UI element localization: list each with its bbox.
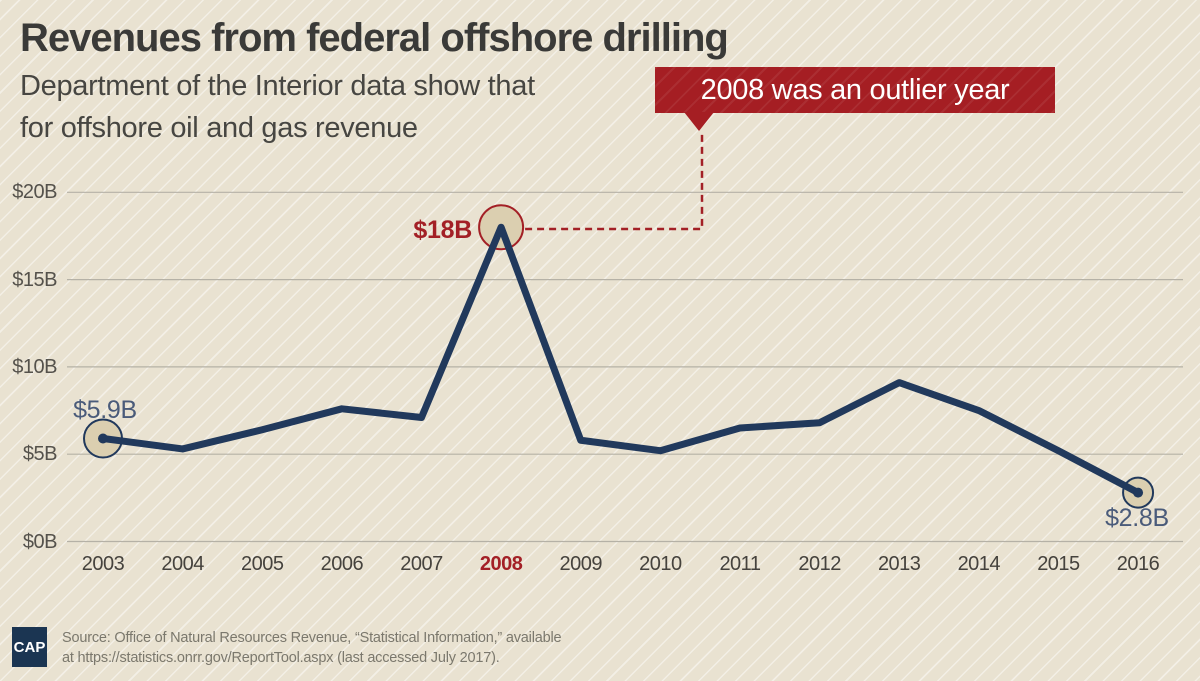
callout-dashed-connector <box>525 131 704 231</box>
x-tick-label-2006: 2006 <box>320 553 364 575</box>
y-tick-label: $0B <box>22 530 58 553</box>
x-tick-label-2003: 2003 <box>81 553 125 575</box>
value-label-2003: $5.9B <box>73 396 137 424</box>
source-text-line-1: Source: Office of Natural Resources Reve… <box>62 630 562 646</box>
x-tick-label-2015: 2015 <box>1037 553 1080 575</box>
x-tick-label-2013: 2013 <box>877 553 921 575</box>
y-tick-label: $5B <box>22 443 58 466</box>
revenue-line <box>99 223 1142 497</box>
y-tick-label: $10B <box>12 355 57 378</box>
x-tick-label-2016: 2016 <box>1116 553 1160 575</box>
x-tick-label-2005: 2005 <box>240 553 284 575</box>
marker-dot-2003 <box>98 433 108 444</box>
x-tick-label-2004: 2004 <box>161 553 204 575</box>
x-tick-label-2008: 2008 <box>479 553 523 575</box>
cap-logo: CAP <box>12 627 47 667</box>
page-title: Revenues from federal offshore drilling <box>20 16 729 60</box>
x-tick-label-2012: 2012 <box>798 553 841 575</box>
subtitle-line-2: for offshore oil and gas revenue <box>20 112 418 144</box>
subtitle-line-1: Department of the Interior data show tha… <box>20 70 535 102</box>
callout-pointer-triangle <box>684 112 714 131</box>
value-label-2008: $18B <box>413 216 472 244</box>
value-label-2016: $2.8B <box>1105 504 1169 532</box>
y-tick-label: $20B <box>12 181 57 204</box>
marker-dot-2016 <box>1133 487 1144 498</box>
x-tick-label-2014: 2014 <box>957 553 1001 575</box>
x-tick-label-2011: 2011 <box>719 553 761 575</box>
source-text-line-2: at https://statistics.onrr.gov/ReportToo… <box>62 650 500 666</box>
y-tick-label: $15B <box>12 268 57 291</box>
x-tick-label-2010: 2010 <box>639 553 682 575</box>
x-tick-label-2007: 2007 <box>400 553 443 575</box>
x-tick-label-2009: 2009 <box>559 553 602 575</box>
callout-badge: 2008 was an outlier year <box>655 67 1055 113</box>
